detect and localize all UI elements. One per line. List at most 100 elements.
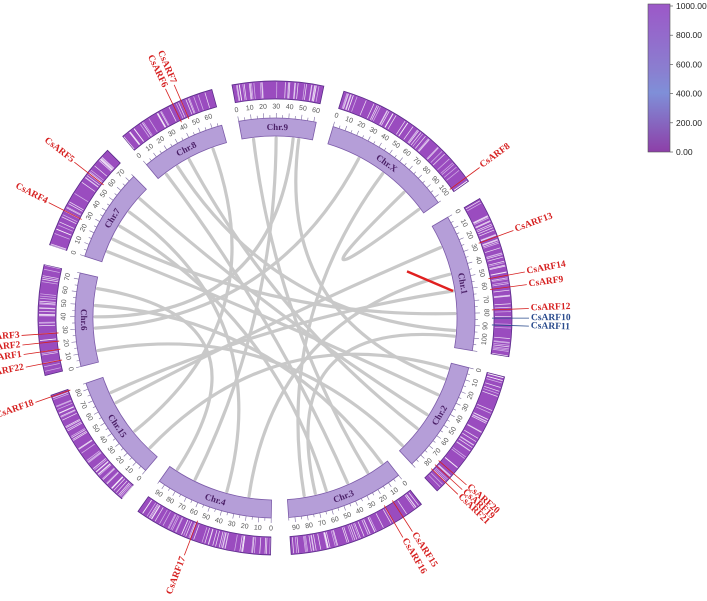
legend-label: 0.00	[676, 147, 693, 157]
tick-label: 70	[176, 502, 186, 512]
scale-tick	[355, 500, 358, 506]
synteny-link	[193, 136, 278, 481]
density-stripe	[398, 122, 408, 137]
density-stripe	[224, 532, 229, 549]
density-stripe	[161, 110, 170, 126]
scale-tick	[207, 506, 210, 512]
density-stripe	[187, 98, 195, 114]
density-stripe	[428, 475, 441, 487]
density-stripe	[484, 247, 501, 253]
tick-label: 40	[60, 313, 67, 321]
density-stripe	[239, 535, 243, 552]
scale-tick	[458, 237, 464, 240]
tick-label: 60	[62, 286, 70, 295]
density-stripe	[494, 303, 511, 306]
tick-label: 20	[259, 104, 267, 111]
scale-tick	[79, 254, 85, 257]
density-stripe	[354, 522, 361, 539]
density-track	[289, 489, 423, 555]
density-stripe	[139, 124, 150, 138]
density-stripe	[148, 503, 159, 518]
density-stripe	[493, 343, 510, 346]
chromosome-chr1: 0 10 20 30 40 50 60 70 80 90 100 Chr.1	[431, 198, 513, 358]
scale-tick	[468, 268, 473, 270]
scale-tick	[112, 438, 116, 441]
density-stripe	[366, 103, 375, 119]
scale-tick	[109, 197, 114, 201]
scale-tick	[172, 491, 176, 496]
density-stripe	[382, 509, 392, 524]
density-stripe	[308, 535, 312, 552]
gene-marker	[490, 284, 527, 290]
density-stripe	[150, 505, 160, 520]
density-stripe	[44, 268, 60, 273]
density-stripe	[39, 303, 56, 306]
scale-tick	[237, 116, 240, 122]
density-stripe	[458, 438, 473, 448]
density-stripe	[465, 200, 481, 210]
tick-label: 20	[466, 391, 475, 401]
gene-label-csarf17: CsARF17	[165, 555, 189, 596]
density-stripe	[403, 126, 414, 140]
density-stripe	[494, 336, 511, 339]
density-stripe	[71, 429, 86, 439]
scale-tick	[450, 221, 454, 223]
density-stripe	[41, 350, 58, 354]
scale-tick	[343, 505, 346, 511]
density-stripe	[408, 130, 419, 144]
chromosome-ideogram	[158, 465, 272, 519]
density-stripe	[100, 158, 113, 171]
tick-label: 10	[471, 378, 480, 388]
density-stripe	[350, 524, 358, 540]
density-stripe	[58, 406, 74, 414]
chromosome-ideogram	[74, 272, 99, 367]
density-stripe	[459, 436, 474, 446]
scale-tick	[422, 180, 425, 184]
scale-tick	[71, 341, 77, 343]
tick-label: 20	[114, 455, 124, 466]
tick-label: 10	[254, 524, 262, 532]
density-stripe	[454, 180, 468, 191]
density-stripe	[142, 499, 152, 514]
density-stripe	[248, 83, 252, 100]
density-stripe	[317, 533, 322, 550]
scale-tick	[338, 125, 341, 129]
density-stripe	[243, 83, 247, 100]
tick-label: 20	[156, 135, 166, 145]
density-stripe	[478, 227, 494, 235]
density-stripe	[40, 293, 57, 296]
gene-marker	[23, 348, 61, 355]
density-stripe	[42, 275, 59, 279]
gene-marker	[491, 324, 529, 327]
scale-tick	[319, 512, 322, 518]
density-stripe	[86, 175, 100, 186]
density-stripe	[251, 83, 254, 100]
scale-tick	[114, 193, 118, 196]
tick-label: 70	[116, 168, 127, 179]
density-stripe	[160, 111, 169, 126]
chromosome-ideogram	[398, 362, 470, 465]
scale-tick	[92, 406, 96, 409]
density-stripe	[342, 93, 349, 109]
scale-tick	[470, 274, 476, 276]
density-stripe	[157, 113, 166, 128]
density-stripe	[384, 113, 394, 128]
density-stripe	[418, 138, 430, 152]
scale-tick	[467, 261, 473, 264]
scale-tick	[468, 367, 474, 370]
density-stripe	[293, 82, 296, 99]
scale-tick	[163, 145, 168, 150]
density-stripe	[251, 536, 254, 553]
density-stripe	[443, 166, 457, 178]
density-stripe	[50, 244, 66, 251]
synteny-link	[294, 137, 446, 381]
tick-label: 40	[214, 517, 223, 526]
density-stripe	[292, 537, 294, 554]
tick-label: 50	[90, 424, 100, 434]
scale-tick	[362, 135, 364, 139]
density-stripe	[492, 281, 509, 285]
density-stripe	[341, 93, 348, 109]
density-stripe	[185, 99, 193, 115]
